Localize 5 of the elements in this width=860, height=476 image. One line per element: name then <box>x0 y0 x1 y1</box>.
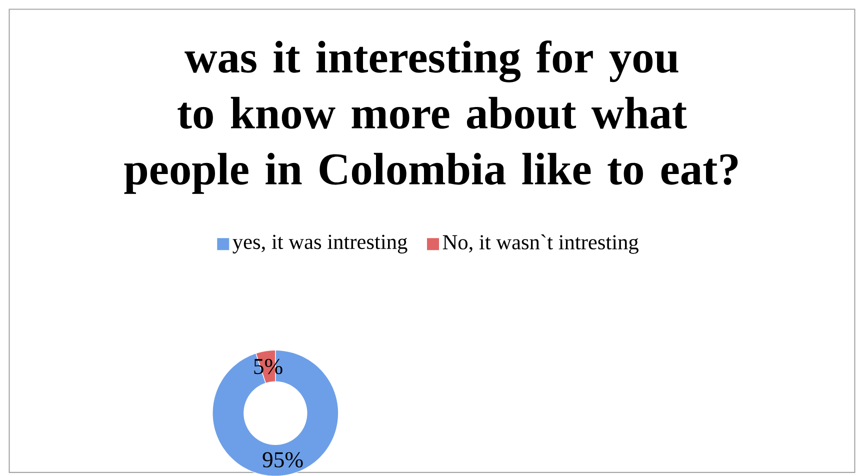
chart-title: was it interesting for you to know more about what people in Colombia like to eat? <box>124 40 738 194</box>
legend-label: No, it wasn`t intresting <box>442 234 638 254</box>
data-label: 5% <box>254 358 282 374</box>
legend-label: yes, it was intresting <box>232 234 408 254</box>
data-label: 95% <box>262 452 303 468</box>
